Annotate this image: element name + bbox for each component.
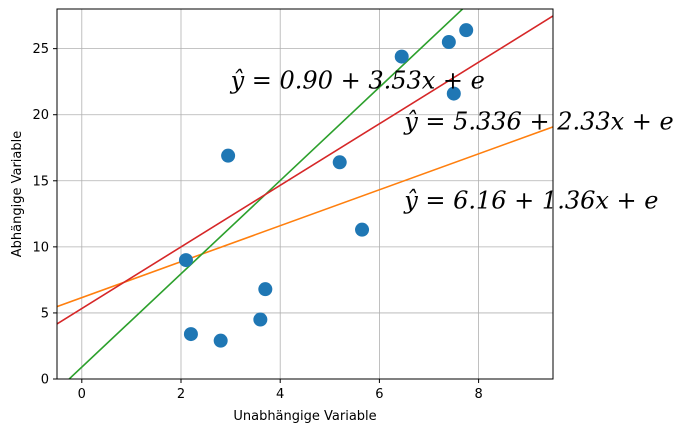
- data-point: [459, 23, 474, 38]
- data-point: [332, 155, 347, 170]
- data-point: [258, 282, 273, 297]
- x-tick-label: 6: [375, 387, 383, 402]
- y-tick-label: 0: [41, 373, 49, 388]
- data-point: [441, 35, 456, 50]
- data-point: [253, 312, 268, 327]
- x-tick-label: 0: [78, 387, 86, 402]
- y-tick-label: 20: [32, 108, 49, 123]
- equation-label: ŷ = 0.90 + 3.53x + e: [230, 66, 485, 94]
- data-point: [183, 327, 198, 342]
- y-tick-label: 10: [32, 240, 49, 255]
- data-point: [394, 49, 409, 64]
- x-axis-label: Unabhängige Variable: [233, 409, 376, 424]
- x-tick-label: 8: [474, 387, 482, 402]
- regression-line: [67, 9, 464, 379]
- plot-frame: [56, 8, 554, 380]
- y-tick-label: 5: [41, 306, 49, 321]
- equation-annotations: ŷ = 0.90 + 3.53x + e ŷ = 5.336 + 2.33x + …: [230, 66, 674, 214]
- data-point: [213, 333, 228, 348]
- x-tick-label: 4: [276, 387, 284, 402]
- data-point: [355, 222, 370, 237]
- x-tick-label: 2: [177, 387, 185, 402]
- data-points: [178, 23, 474, 348]
- data-point: [221, 148, 236, 163]
- regression-lines: [57, 9, 553, 379]
- equation-label: ŷ = 5.336 + 2.33x + e: [403, 107, 674, 135]
- y-tick-label: 25: [32, 42, 49, 57]
- y-axis-label: Abhängige Variable: [10, 131, 25, 257]
- equation-label: ŷ = 6.16 + 1.36x + e: [403, 187, 658, 215]
- y-tick-label: 15: [32, 174, 49, 189]
- regression-line: [57, 126, 553, 308]
- axis-ticks: 0 2 4 6 8 0 5 10 15 20 25: [32, 42, 482, 402]
- data-point: [446, 86, 461, 101]
- data-point: [178, 253, 193, 268]
- regression-line: [57, 15, 553, 325]
